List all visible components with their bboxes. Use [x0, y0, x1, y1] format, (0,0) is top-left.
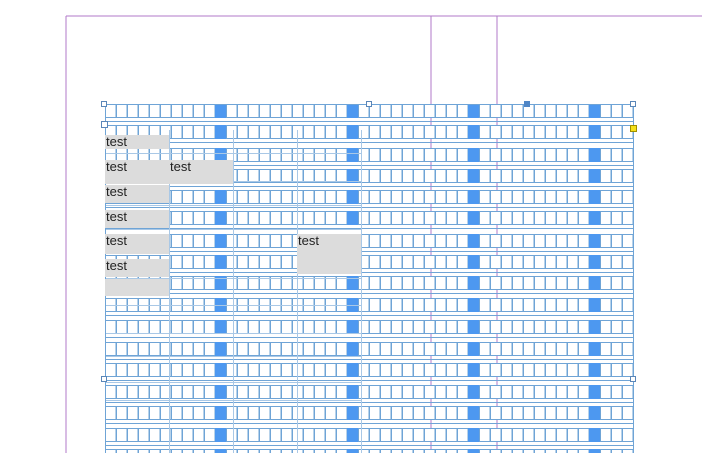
grid-cell — [479, 449, 491, 453]
grid-cell — [358, 449, 370, 453]
grid-cell — [226, 449, 238, 453]
grid-cell — [325, 449, 337, 453]
grid-cell — [303, 449, 315, 453]
grid-cell — [501, 449, 513, 453]
grid-cell — [204, 449, 216, 453]
table-cell-r2-c2[interactable]: test — [169, 160, 233, 184]
grid-cell — [391, 449, 403, 453]
grid-band — [105, 320, 634, 334]
grid-band — [105, 234, 634, 248]
grid-cell — [237, 449, 249, 453]
in-port-handle[interactable] — [101, 121, 108, 128]
grid-cell — [116, 449, 128, 453]
grid-cell — [457, 449, 469, 453]
grid-cell — [270, 449, 282, 453]
grid-cell — [512, 449, 524, 453]
grid-cell — [424, 449, 436, 453]
grid-cell — [578, 449, 590, 453]
grid-cell — [314, 449, 326, 453]
grid-cell — [105, 449, 117, 453]
grid-cell — [380, 449, 392, 453]
grid-highlight-cell — [589, 449, 601, 453]
grid-cell — [545, 449, 557, 453]
grid-cell — [160, 449, 172, 453]
grid-cell — [490, 449, 502, 453]
grid-highlight-cell — [215, 449, 227, 453]
grid-band — [105, 148, 634, 162]
grid-band — [105, 385, 634, 399]
grid-cell — [281, 449, 293, 453]
resize-handle-middle-right[interactable] — [630, 376, 636, 382]
grid-cell — [182, 449, 194, 453]
grid-cell — [413, 449, 425, 453]
grid-cell — [402, 449, 414, 453]
grid-cell — [138, 449, 150, 453]
table-grid — [105, 104, 634, 453]
grid-cell — [435, 449, 447, 453]
grid-cell — [193, 449, 205, 453]
table-cell-r5-c1[interactable]: test — [105, 234, 169, 254]
grid-cell — [369, 449, 381, 453]
out-port-handle[interactable] — [630, 125, 637, 132]
grid-band — [105, 363, 634, 377]
grid-cell — [600, 449, 612, 453]
grid-highlight-cell — [468, 449, 480, 453]
table-cell-r2-c1[interactable]: test — [105, 160, 169, 184]
grid-highlight-cell — [347, 449, 359, 453]
grid-band — [105, 104, 634, 118]
grid-band — [105, 276, 634, 290]
grid-cell — [611, 449, 623, 453]
table-cell-r6-c1[interactable]: test — [105, 259, 169, 277]
grid-cell — [622, 449, 634, 453]
grid-cell — [127, 449, 139, 453]
table-cell-r3-c1[interactable]: test — [105, 185, 169, 203]
resize-handle-middle-left[interactable] — [101, 376, 107, 382]
grid-cell — [523, 449, 535, 453]
grid-cell — [248, 449, 260, 453]
grid-cell — [149, 449, 161, 453]
grid-cell — [567, 449, 579, 453]
table-cell-r1-c1[interactable]: test — [105, 135, 169, 149]
table-cell-r5-c4[interactable]: test — [297, 234, 361, 274]
resize-handle-top-right[interactable] — [630, 101, 636, 107]
grid-cell — [259, 449, 271, 453]
grid-cell — [534, 449, 546, 453]
anchor-handle[interactable] — [524, 101, 530, 107]
grid-band — [105, 125, 634, 139]
table-cell-r4-c1[interactable]: test — [105, 210, 169, 228]
table-cell-r7-c1[interactable] — [105, 279, 169, 296]
grid-cell — [171, 449, 183, 453]
resize-handle-top-left[interactable] — [101, 101, 107, 107]
grid-cell — [556, 449, 568, 453]
resize-handle-top-center[interactable] — [366, 101, 372, 107]
grid-cell — [446, 449, 458, 453]
grid-band — [105, 406, 634, 420]
grid-cell — [336, 449, 348, 453]
